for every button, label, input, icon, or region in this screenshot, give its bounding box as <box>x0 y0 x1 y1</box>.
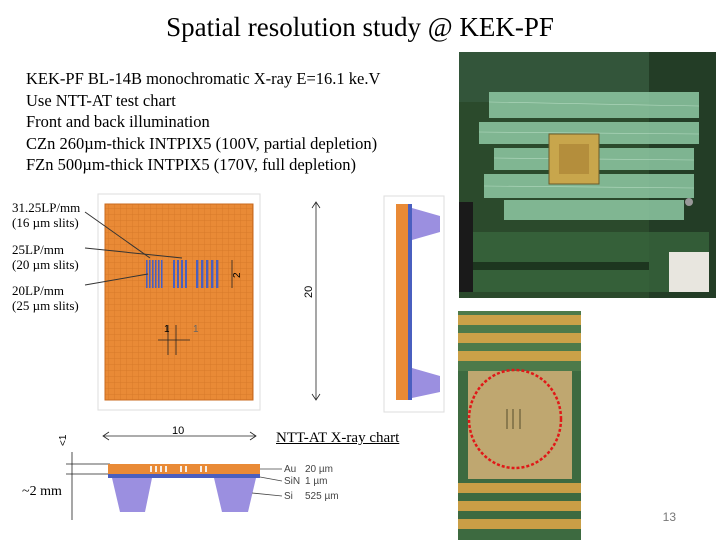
side-si-top <box>412 208 440 240</box>
dim-10-label: 10 <box>172 425 184 437</box>
bullet-line: CZn 260µm-thick INTPIX5 (100V, partial d… <box>26 133 378 153</box>
cross-si-left <box>112 478 152 512</box>
dim-lt1-label: <1 <box>58 434 69 446</box>
slit-group-25lp <box>173 260 187 288</box>
cross-sin <box>108 474 260 478</box>
dim-2mm-label: ~2 mm <box>22 484 62 499</box>
label-arrows <box>84 211 183 286</box>
side-si-bottom <box>412 368 440 398</box>
page-number: 13 <box>662 510 676 524</box>
label-20lp: 20LP/mm (25 µm slits) <box>12 283 79 313</box>
bullet-line: Use NTT-AT test chart <box>26 90 176 110</box>
slit-group-20lp <box>196 260 219 288</box>
highlight-ellipse <box>467 368 563 470</box>
test-chart-diagram: 1 1 2 20 10 <1 Au 20 µm SiN 1 µm Si 525 … <box>58 193 445 522</box>
dim-20-label: 20 <box>303 286 315 298</box>
cross-si-right <box>214 478 256 512</box>
side-orange <box>396 204 408 400</box>
chart-body <box>104 203 254 401</box>
slide-title: Spatial resolution study @ KEK-PF <box>166 12 554 42</box>
label-31lp: 31.25LP/mm (16 µm slits) <box>12 200 81 230</box>
layer-sin-thickness: 1 µm <box>305 476 327 487</box>
layer-si-thickness: 525 µm <box>305 491 339 502</box>
layer-au-name: Au <box>284 464 296 475</box>
label-25lp: 25LP/mm (20 µm slits) <box>12 242 79 272</box>
xray-chart-photo <box>458 311 581 540</box>
dim-1b-label: 1 <box>193 324 199 335</box>
dim-2-label: 2 <box>232 272 243 278</box>
outer-frame <box>97 193 261 411</box>
chart-caption: NTT-AT X-ray chart <box>276 430 400 446</box>
sensor-board-photo <box>459 52 716 298</box>
bullet-list: KEK-PF BL-14B monochromatic X-ray E=16.1… <box>26 68 380 176</box>
bullet-line: Front and back illumination <box>26 112 210 131</box>
cross-au <box>108 464 260 474</box>
bullet-line: KEK-PF BL-14B monochromatic X-ray E=16.1… <box>26 69 381 88</box>
layer-au-thickness: 20 µm <box>305 464 333 475</box>
dim-1 <box>158 325 190 355</box>
dim-1-label: 1 <box>164 324 170 335</box>
layer-sin-name: SiN <box>284 476 300 487</box>
bullet-line: FZn 500µm-thick INTPIX5 (170V, full depl… <box>26 155 356 174</box>
layer-si-name: Si <box>284 491 293 502</box>
